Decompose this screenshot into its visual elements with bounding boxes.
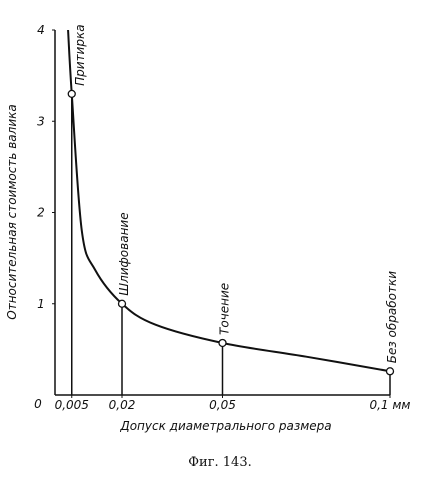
y-axis-label: Относительная стоимость валика — [5, 104, 19, 319]
y-tick-label: 4 — [37, 23, 45, 37]
point — [67, 89, 76, 99]
caption: Фиг. 143. — [188, 455, 251, 470]
point-label: Шлифование — [117, 212, 131, 295]
x-tick-label: 0,005 — [55, 398, 89, 412]
x-tick-label: 0,02 — [109, 398, 136, 412]
y-tick-label: 2 — [37, 206, 45, 220]
point — [385, 367, 395, 376]
y-tick-label: 3 — [37, 114, 45, 128]
x-axis-label: Допуск диаметрального размера — [119, 419, 331, 433]
origin-label: 0 — [34, 397, 42, 411]
point-label: Без обработки — [385, 271, 399, 364]
point-label: Точение — [218, 283, 232, 335]
x-tick-label: 0,1 мм — [369, 398, 410, 412]
point-label: Притирка — [73, 24, 87, 85]
x-tick-label: 0,05 — [209, 398, 236, 412]
y-tick-label: 1 — [37, 297, 45, 311]
point — [117, 299, 127, 308]
point — [218, 338, 227, 348]
